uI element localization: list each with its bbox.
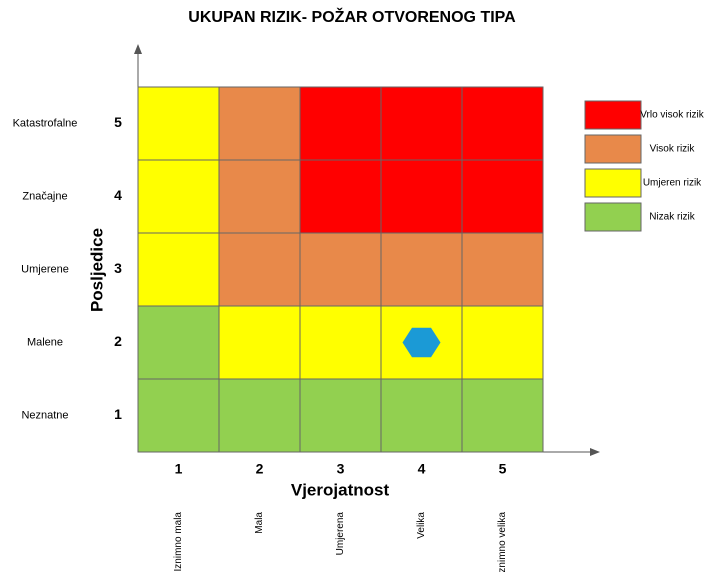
legend-label: Visok rizik [650,144,696,155]
y-level-name: Malene [27,336,63,348]
legend-swatch [584,100,642,130]
risk-cell [218,305,301,380]
risk-cell [299,232,382,307]
risk-cell [461,232,544,307]
x-axis-arrow [590,448,600,456]
risk-cell [461,305,544,380]
x-level-name: Mala [254,512,265,534]
legend-swatch [584,134,642,164]
risk-cell [137,159,220,234]
y-level-number: 4 [114,187,122,203]
risk-cell [137,378,220,453]
x-level-number: 5 [499,461,507,477]
risk-cell [299,305,382,380]
risk-cell [461,86,544,161]
risk-cell [137,305,220,380]
y-level-name: Katastrofalne [13,117,78,129]
y-level-number: 5 [114,114,122,130]
risk-marker [402,327,441,358]
y-axis-arrow [134,44,142,54]
x-level-name: Velika [416,512,427,539]
risk-cell [380,232,463,307]
legend-label: Nizak rizik [649,212,696,223]
risk-cell [380,86,463,161]
risk-cell [218,86,301,161]
legend-label: Vrlo visok rizik [640,110,705,121]
x-level-name: Umjerena [335,512,346,556]
risk-cell [299,86,382,161]
risk-cell [137,86,220,161]
legend-label: Umjeren rizik [643,178,702,189]
y-level-number: 1 [114,406,122,422]
risk-cell [380,378,463,453]
risk-cell [218,159,301,234]
risk-cell [299,378,382,453]
y-level-name: Značajne [22,190,67,202]
y-level-name: Umjerene [21,263,69,275]
y-axis-label: Posljedice [87,228,106,312]
y-level-name: Neznatne [21,409,68,421]
title: UKUPAN RIZIK- POŽAR OTVORENOG TIPA [188,7,516,26]
x-level-name: Iznimno velika [497,512,508,572]
x-level-number: 2 [256,461,264,477]
y-level-number: 2 [114,333,122,349]
x-axis-label: Vjerojatnost [291,480,390,499]
x-level-name: Iznimno mala [173,512,184,572]
y-level-number: 3 [114,260,122,276]
risk-cell [299,159,382,234]
risk-cell [380,159,463,234]
risk-cell [461,378,544,453]
risk-cell [218,232,301,307]
x-level-number: 4 [418,461,426,477]
risk-cell [137,232,220,307]
x-level-number: 3 [337,461,345,477]
x-level-number: 1 [175,461,183,477]
risk-cell [461,159,544,234]
legend-swatch [584,168,642,198]
legend-swatch [584,202,642,232]
risk-cell [218,378,301,453]
